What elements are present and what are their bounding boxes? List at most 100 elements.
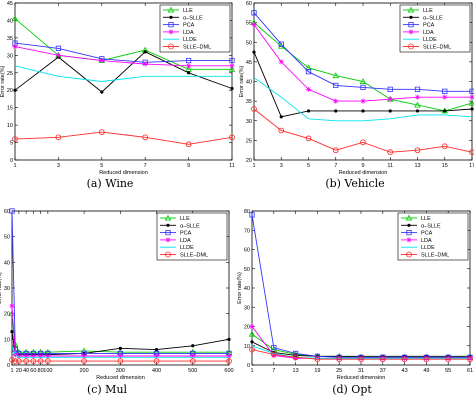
data-point [190,353,196,359]
x-tick-label: 1 [250,368,253,374]
legend-label: α–SLLE [183,15,203,21]
data-point [314,356,321,363]
data-point [229,134,235,141]
legend-label: LLE [421,216,431,222]
data-point [153,358,160,365]
data-point [249,323,255,330]
data-point [445,356,452,363]
data-point [360,84,366,90]
legend-marker [407,6,415,13]
x-tick-label: 40 [23,368,29,374]
data-point [117,353,123,359]
data-point [443,109,447,113]
legend-marker [165,251,171,258]
data-point [305,69,312,75]
x-tick-label: 80 [38,368,44,374]
data-point [12,358,19,365]
data-point [469,149,474,156]
data-point [9,303,15,309]
y-tick-label: 0 [247,363,250,369]
x-tick-label: 19 [314,368,320,374]
chart-panel-4: 0 10 20 30 40 50 60 70 80 1 7 13 19 25 31 37 43 49 55 61 Red… [237,209,474,396]
x-tick-label: 11 [229,163,235,169]
legend-marker [166,223,170,227]
panel-caption: (d) Opt [332,383,372,396]
y-tick-label: 20 [7,88,13,94]
y-tick-label: 50 [246,40,252,46]
x-tick-label: 25 [336,368,342,374]
series-LDA [251,21,474,104]
data-point [271,345,277,351]
legend-marker [406,251,412,258]
data-point [306,109,311,113]
data-point [8,310,16,317]
data-point [154,348,159,352]
data-point [361,109,365,113]
legend-marker [168,29,174,35]
data-point [414,147,421,154]
data-point [387,86,393,92]
series-SLLE–DML [9,356,232,365]
legend-label: LDA [421,238,432,244]
data-point [401,356,408,363]
x-tick-label: 20 [16,368,22,374]
legend-label: LLE [423,8,433,14]
y-tick-label: 30 [244,305,250,311]
series-LLDE [11,346,229,358]
y-tick-label: 60 [244,248,250,254]
legend-label: SLLE–DML [421,253,449,259]
x-tick-label: 500 [188,368,197,374]
data-point [226,353,232,359]
panel-caption: (b) Vehicle [325,177,384,190]
y-tick-label: 80 [244,209,250,215]
y-tick-label: 10 [244,344,250,350]
x-tick-label: 49 [423,368,429,374]
series-SLLE–DML [249,346,473,363]
data-point [249,346,255,353]
legend-label: LDA [180,238,191,244]
data-point [305,135,312,142]
y-axis-label: Error rate(%) [239,65,245,97]
data-point [37,358,44,365]
data-point [118,346,122,350]
series-LDA [12,44,235,69]
x-tick-label: 17 [469,163,474,169]
y-tick-label: 20 [4,312,10,318]
x-axis-label: Reduced dimension [339,170,388,176]
legend-label: α–SLLE [423,15,443,21]
y-tick-label: 35 [7,36,13,42]
x-tick-label: 55 [445,368,451,374]
data-point [185,57,192,64]
y-tick-label: 30 [4,286,10,292]
data-point [45,353,51,359]
data-point [292,350,299,357]
x-axis-label: Reduced dimension [96,375,145,381]
data-point [250,340,254,344]
data-point [415,109,420,113]
data-point [81,358,87,365]
x-tick-label: 7 [272,368,275,374]
legend-marker [408,29,414,35]
legend-marker [165,237,171,243]
data-point [98,129,105,135]
legend-label: SLLE–DML [183,45,211,51]
y-tick-label: 0 [7,363,10,369]
x-tick-label: 3 [280,163,283,169]
data-point [332,147,339,154]
y-tick-label: 40 [7,18,13,24]
y-tick-label: 40 [244,286,250,292]
data-point [251,10,257,16]
data-point [226,358,232,365]
legend-marker [165,229,171,236]
data-point [9,208,15,214]
data-point [117,358,124,365]
y-tick-label: 25 [7,71,13,77]
data-point [143,50,147,54]
data-point [55,52,61,58]
x-tick-label: 13 [414,163,420,169]
data-point [358,356,364,363]
